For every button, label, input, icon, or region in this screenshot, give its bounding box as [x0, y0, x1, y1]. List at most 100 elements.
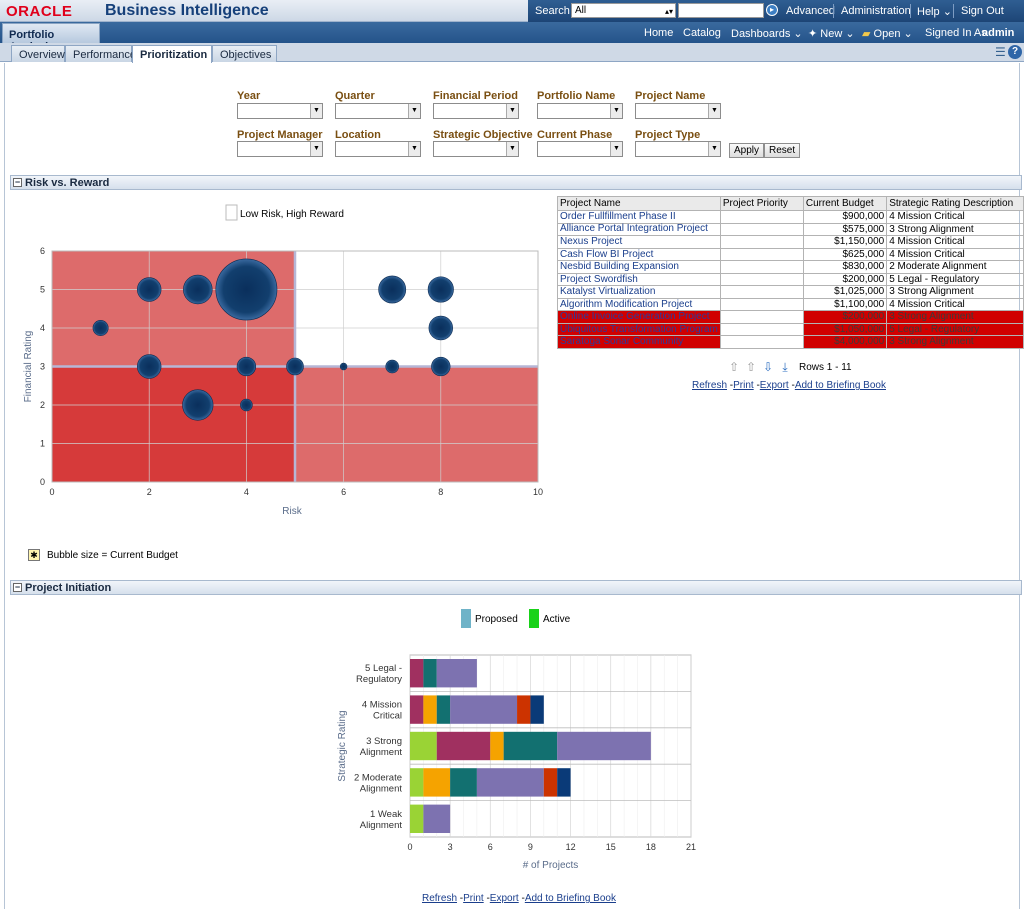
project-link[interactable]: Algorithm Modification Project [560, 298, 693, 310]
bubble-point[interactable] [286, 357, 304, 376]
bar-segment[interactable] [410, 804, 424, 833]
project-name-select[interactable]: ▼ [635, 103, 721, 119]
project-link[interactable]: Online Invoice Generation Project [560, 311, 710, 323]
bubble-point[interactable] [92, 320, 109, 336]
bar-segment[interactable] [423, 695, 437, 724]
project-link[interactable]: Alliance Portal Integration Project [560, 223, 708, 235]
project-link[interactable]: Nexus Project [560, 236, 623, 248]
bar-segment[interactable] [503, 731, 558, 761]
help-icon[interactable]: ? [1008, 45, 1022, 59]
bar-segment[interactable] [410, 659, 424, 688]
bubble-point[interactable] [427, 276, 454, 303]
collapse-icon[interactable]: − [13, 177, 22, 187]
col-header-project-name[interactable]: Project Name [557, 196, 721, 211]
section-header-risk-reward[interactable]: − Risk vs. Reward [10, 175, 1022, 190]
export-link[interactable]: Export [759, 380, 789, 391]
bar-segment[interactable] [450, 695, 518, 724]
quarter-select[interactable]: ▼ [335, 103, 421, 119]
search-scope-select[interactable]: All ▴▾ [571, 3, 676, 18]
bubble-point[interactable] [236, 356, 257, 377]
financial-period-select[interactable]: ▼ [433, 103, 519, 119]
bubble-point[interactable] [136, 354, 162, 379]
administration-link[interactable]: Administration [841, 5, 911, 17]
bar-segment[interactable] [450, 768, 477, 797]
bubble-point[interactable] [339, 362, 348, 371]
last-page-icon[interactable]: ⤓ [782, 360, 788, 374]
page-options-icon[interactable]: ☰ [995, 45, 1006, 59]
new-menu[interactable]: ✦ New ⌄ [808, 27, 855, 40]
collapse-icon[interactable]: − [13, 582, 22, 592]
bubble-point[interactable] [215, 258, 278, 321]
bar-segment[interactable] [436, 731, 491, 761]
current-budget-cell: $575,000 [802, 222, 888, 236]
bar-segment[interactable] [436, 659, 477, 688]
project-link[interactable]: Nesbid Building Expansion [560, 261, 679, 273]
refresh-link[interactable]: Refresh [692, 380, 728, 391]
bubble-point[interactable] [385, 359, 399, 374]
bar-segment[interactable] [557, 768, 571, 797]
bubble-point[interactable] [378, 275, 407, 304]
col-header-strategic-rating[interactable]: Strategic Rating Description [886, 196, 1024, 211]
print-link[interactable]: Print [733, 380, 754, 391]
search-input[interactable] [678, 3, 764, 18]
first-page-icon[interactable]: ⇧ [728, 360, 740, 374]
col-header-project-priority[interactable]: Project Priority [719, 196, 804, 211]
bar-segment[interactable] [410, 695, 424, 724]
next-page-icon[interactable]: ⇩ [762, 360, 774, 374]
project-link[interactable]: Ubiquitous Transformation Program [560, 323, 718, 335]
bubble-point[interactable] [428, 315, 453, 341]
bar-segment[interactable] [436, 695, 451, 724]
bubble-point[interactable] [182, 389, 214, 421]
project-link[interactable]: Katalyst Virtualization [560, 286, 656, 298]
bar-segment[interactable] [423, 659, 437, 688]
export-link[interactable]: Export [489, 893, 519, 904]
location-select[interactable]: ▼ [335, 141, 421, 157]
bar-segment[interactable] [476, 768, 544, 797]
project-link[interactable]: Saratoga Sonar Community [560, 336, 684, 348]
bubble-point[interactable] [183, 274, 213, 305]
dashboards-menu[interactable]: Dashboards ⌄ [731, 27, 803, 40]
home-link[interactable]: Home [644, 27, 674, 39]
bubble-point[interactable] [240, 398, 253, 412]
bar-segment[interactable] [543, 768, 558, 797]
section-header-project-initiation[interactable]: − Project Initiation [10, 580, 1022, 595]
bar-segment[interactable] [410, 768, 424, 797]
strategic-objective-select[interactable]: ▼ [433, 141, 519, 157]
bubble-point[interactable] [431, 356, 451, 377]
add-to-briefing-book-link[interactable]: Add to Briefing Book [524, 893, 616, 904]
tab-objectives[interactable]: Objectives [212, 45, 277, 62]
bar-segment[interactable] [517, 695, 531, 724]
add-to-briefing-book-link[interactable]: Add to Briefing Book [794, 380, 886, 391]
bar-segment[interactable] [423, 768, 451, 797]
print-link[interactable]: Print [463, 893, 484, 904]
tab-performance[interactable]: Performance [65, 45, 136, 62]
current-phase-select[interactable]: ▼ [537, 141, 623, 157]
bar-segment[interactable] [490, 731, 504, 761]
apply-button[interactable]: Apply [729, 143, 765, 158]
project-link[interactable]: Cash Flow BI Project [560, 248, 654, 260]
dropdown-arrow-icon: ▼ [310, 142, 322, 156]
year-select[interactable]: ▼ [237, 103, 323, 119]
prev-page-icon[interactable]: ⇧ [745, 360, 757, 374]
tab-prioritization[interactable]: Prioritization [132, 45, 212, 63]
advanced-link[interactable]: Advanced [786, 5, 835, 17]
search-go-icon[interactable]: ▸ [766, 4, 778, 16]
bubble-point[interactable] [136, 277, 162, 302]
help-menu[interactable]: Help ⌄ [917, 5, 952, 18]
project-manager-select[interactable]: ▼ [237, 141, 323, 157]
bar-segment[interactable] [557, 731, 651, 761]
project-link[interactable]: Project Swordfish [560, 273, 638, 285]
project-link[interactable]: Order Fullfillment Phase II [560, 211, 676, 223]
tab-overview[interactable]: Overview [11, 45, 65, 62]
bar-segment[interactable] [423, 804, 451, 833]
col-header-current-budget[interactable]: Current Budget [802, 196, 888, 211]
refresh-link[interactable]: Refresh [422, 893, 458, 904]
sign-out-link[interactable]: Sign Out [961, 5, 1004, 17]
project-type-select[interactable]: ▼ [635, 141, 721, 157]
portfolio-name-select[interactable]: ▼ [537, 103, 623, 119]
bar-segment[interactable] [410, 731, 437, 761]
catalog-link[interactable]: Catalog [683, 27, 721, 39]
reset-button[interactable]: Reset [764, 143, 801, 158]
bar-segment[interactable] [530, 695, 544, 724]
open-menu[interactable]: ▰ Open ⌄ [862, 27, 913, 40]
